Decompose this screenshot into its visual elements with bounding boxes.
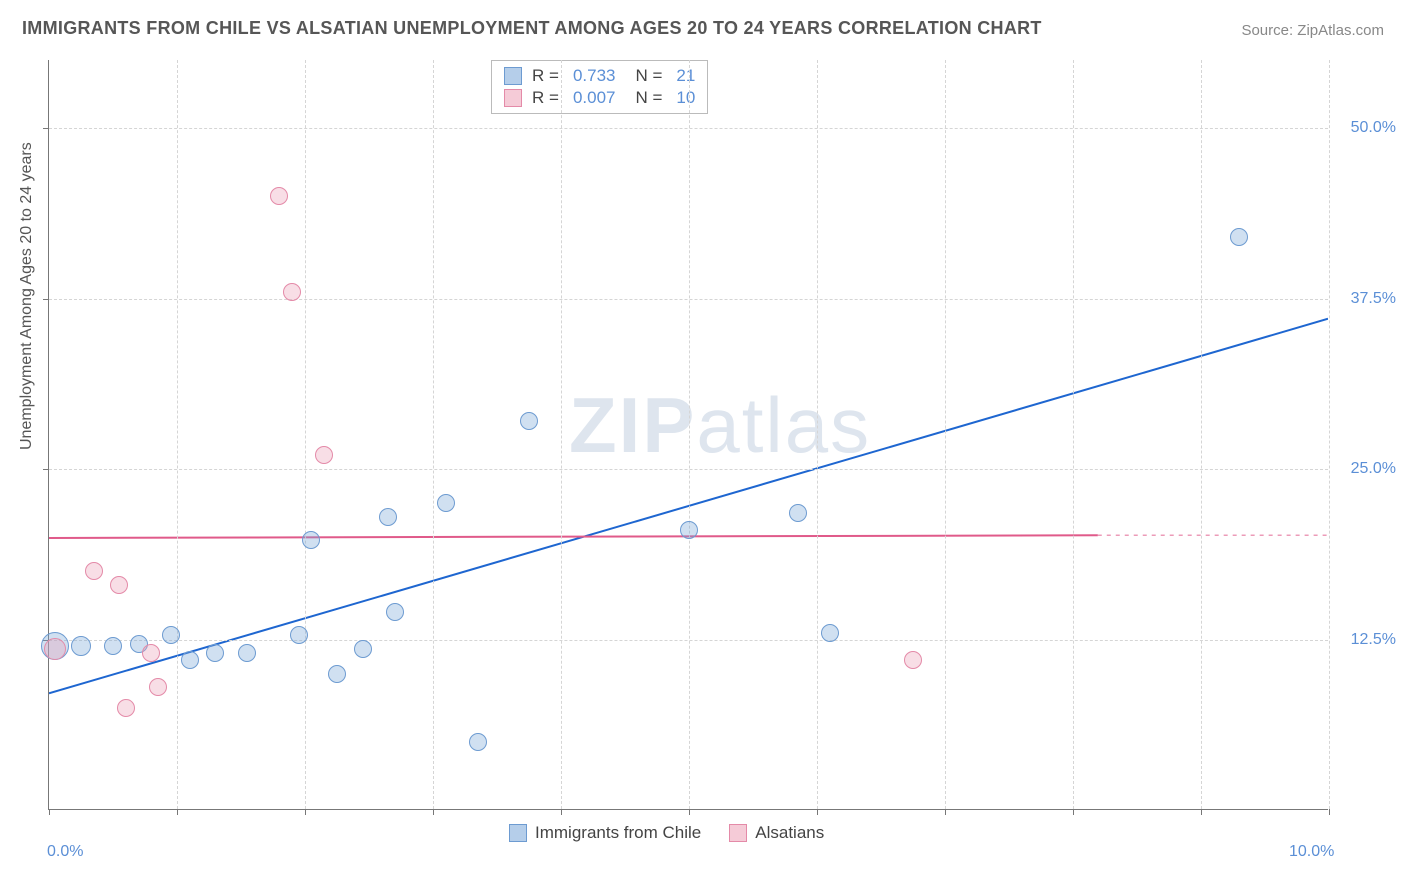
legend-row-blue: R = 0.733 N = 21 [504, 65, 695, 87]
data-point[interactable] [680, 521, 698, 539]
legend-swatch-blue-icon [509, 824, 527, 842]
data-point[interactable] [117, 699, 135, 717]
data-point[interactable] [44, 638, 66, 660]
legend-swatch-pink [504, 89, 522, 107]
data-point[interactable] [206, 644, 224, 662]
x-tick [817, 809, 818, 815]
data-point[interactable] [1230, 228, 1248, 246]
x-tick [1201, 809, 1202, 815]
data-point[interactable] [270, 187, 288, 205]
y-axis-label: Unemployment Among Ages 20 to 24 years [18, 142, 36, 450]
data-point[interactable] [386, 603, 404, 621]
data-point[interactable] [104, 637, 122, 655]
legend-swatch-blue [504, 67, 522, 85]
chart-container: IMMIGRANTS FROM CHILE VS ALSATIAN UNEMPL… [0, 0, 1406, 892]
correlation-legend: R = 0.733 N = 21 R = 0.007 N = 10 [491, 60, 708, 114]
data-point[interactable] [789, 504, 807, 522]
y-tick [43, 299, 49, 300]
y-tick [43, 469, 49, 470]
y-tick-label: 12.5% [1351, 631, 1396, 649]
x-tick [689, 809, 690, 815]
watermark: ZIPatlas [569, 380, 871, 471]
data-point[interactable] [469, 733, 487, 751]
gridline-v [689, 60, 690, 809]
x-tick-label: 10.0% [1289, 843, 1334, 861]
gridline-v [945, 60, 946, 809]
x-tick [305, 809, 306, 815]
x-tick [1073, 809, 1074, 815]
gridline-v [177, 60, 178, 809]
data-point[interactable] [238, 644, 256, 662]
data-point[interactable] [315, 446, 333, 464]
y-tick-label: 37.5% [1351, 290, 1396, 308]
data-point[interactable] [520, 412, 538, 430]
x-tick [561, 809, 562, 815]
x-tick [49, 809, 50, 815]
data-point[interactable] [437, 494, 455, 512]
data-point[interactable] [162, 626, 180, 644]
x-tick [433, 809, 434, 815]
gridline-v [1201, 60, 1202, 809]
data-point[interactable] [379, 508, 397, 526]
source-link[interactable]: Source: ZipAtlas.com [1241, 22, 1384, 39]
legend-item-alsatians: Alsatians [729, 823, 824, 843]
data-point[interactable] [821, 624, 839, 642]
legend-item-chile: Immigrants from Chile [509, 823, 701, 843]
plot-area: ZIPatlas R = 0.733 N = 21 R = 0.007 N = … [48, 60, 1328, 810]
y-tick-label: 25.0% [1351, 460, 1396, 478]
x-tick [1329, 809, 1330, 815]
gridline-v [561, 60, 562, 809]
data-point[interactable] [354, 640, 372, 658]
x-tick [177, 809, 178, 815]
data-point[interactable] [142, 644, 160, 662]
gridline-v [433, 60, 434, 809]
chart-title: IMMIGRANTS FROM CHILE VS ALSATIAN UNEMPL… [22, 18, 1042, 39]
data-point[interactable] [85, 562, 103, 580]
gridline-v [817, 60, 818, 809]
series-legend: Immigrants from Chile Alsatians [509, 823, 824, 843]
gridline-v [1073, 60, 1074, 809]
data-point[interactable] [181, 651, 199, 669]
data-point[interactable] [283, 283, 301, 301]
data-point[interactable] [328, 665, 346, 683]
legend-swatch-pink-icon [729, 824, 747, 842]
data-point[interactable] [302, 531, 320, 549]
data-point[interactable] [110, 576, 128, 594]
gridline-v [305, 60, 306, 809]
data-point[interactable] [149, 678, 167, 696]
y-tick-label: 50.0% [1351, 119, 1396, 137]
x-tick-label: 0.0% [47, 843, 83, 861]
x-tick [945, 809, 946, 815]
data-point[interactable] [71, 636, 91, 656]
data-point[interactable] [904, 651, 922, 669]
gridline-v [1329, 60, 1330, 809]
legend-row-pink: R = 0.007 N = 10 [504, 87, 695, 109]
data-point[interactable] [290, 626, 308, 644]
y-tick [43, 128, 49, 129]
